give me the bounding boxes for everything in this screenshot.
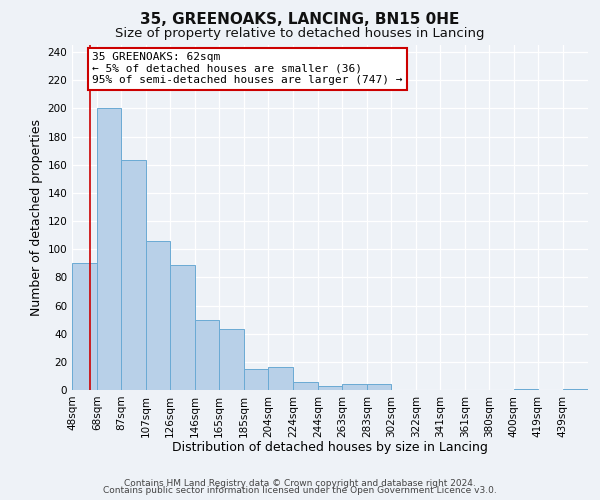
Bar [170, 264, 195, 390]
Text: Size of property relative to detached houses in Lancing: Size of property relative to detached ho… [115, 28, 485, 40]
Text: 35, GREENOAKS, LANCING, BN15 0HE: 35, GREENOAKS, LANCING, BN15 0HE [140, 12, 460, 28]
Bar [514, 388, 538, 390]
Bar [72, 264, 97, 390]
Bar [97, 108, 121, 390]
Text: 35 GREENOAKS: 62sqm
← 5% of detached houses are smaller (36)
95% of semi-detache: 35 GREENOAKS: 62sqm ← 5% of detached hou… [92, 52, 403, 85]
Bar [342, 384, 367, 390]
Bar [219, 330, 244, 390]
Bar [244, 369, 268, 390]
Text: Contains HM Land Registry data © Crown copyright and database right 2024.: Contains HM Land Registry data © Crown c… [124, 478, 476, 488]
Bar [195, 320, 219, 390]
Bar [146, 240, 170, 390]
Bar [268, 368, 293, 390]
Bar [367, 384, 391, 390]
Bar [293, 382, 318, 390]
Text: Contains public sector information licensed under the Open Government Licence v3: Contains public sector information licen… [103, 486, 497, 495]
Bar [318, 386, 342, 390]
X-axis label: Distribution of detached houses by size in Lancing: Distribution of detached houses by size … [172, 441, 488, 454]
Bar [563, 388, 588, 390]
Bar [121, 160, 146, 390]
Y-axis label: Number of detached properties: Number of detached properties [30, 119, 43, 316]
